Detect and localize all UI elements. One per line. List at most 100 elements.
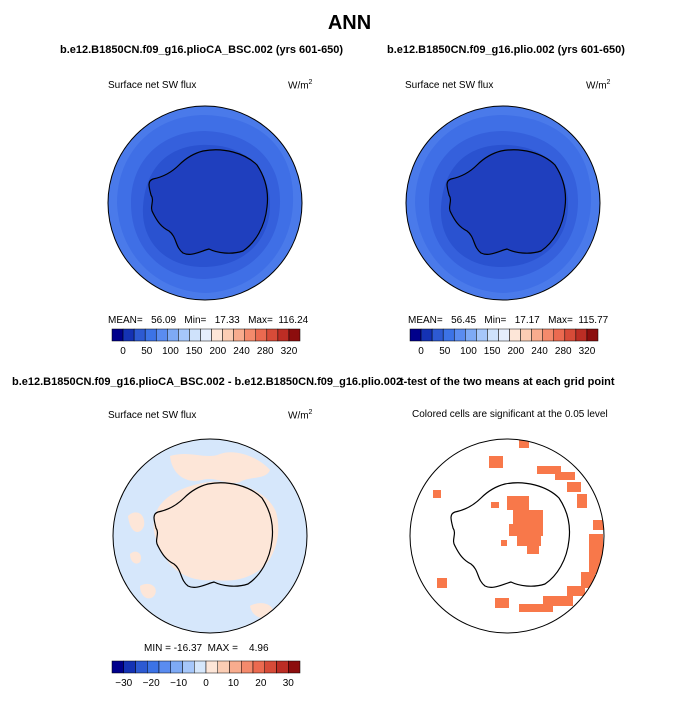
colorbar-swatch: [111, 328, 124, 342]
colorbar-swatch: [182, 660, 195, 674]
colorbar-swatch: [487, 328, 499, 342]
colorbar-tick-label: 320: [579, 346, 596, 356]
colorbar-swatch: [255, 328, 268, 342]
panel-2-title: b.e12.B1850CN.f09_g16.plio.002 (yrs 601-…: [387, 44, 625, 56]
panel-1-title: b.e12.B1850CN.f09_g16.plioCA_BSC.002 (yr…: [60, 44, 344, 56]
colorbar-swatch: [144, 328, 157, 342]
panel-2-variable-label: Surface net SW flux: [405, 80, 494, 91]
colorbar-swatch: [575, 328, 588, 342]
colorbar-swatch: [178, 328, 190, 342]
colorbar-swatch: [564, 328, 577, 342]
colorbar-swatch: [420, 328, 433, 342]
panel-2-polar-map: [405, 105, 601, 301]
colorbar-swatch: [135, 660, 148, 674]
colorbar-tick-label: 280: [257, 346, 274, 356]
colorbar-tick-label: 200: [508, 346, 525, 356]
colorbar-tick-label: 30: [283, 678, 295, 688]
panel-1-colorbar: 0 50 100 150 200 240 280 320: [111, 328, 301, 356]
colorbar-swatch: [147, 660, 160, 674]
colorbar-swatch: [158, 660, 171, 674]
figure-title: ANN: [327, 12, 372, 34]
colorbar-tick-label: 0: [120, 346, 126, 356]
panel-4-subtitle: Colored cells are significant at the 0.0…: [412, 409, 608, 420]
colorbar-tick-label: 100: [162, 346, 179, 356]
colorbar-tick-label: 0: [418, 346, 424, 356]
colorbar-tick-label: 200: [210, 346, 227, 356]
colorbar-tick-label: 10: [228, 678, 240, 688]
colorbar-swatch: [509, 328, 521, 342]
colorbar-swatch: [442, 328, 455, 342]
colorbar-swatch: [431, 328, 444, 342]
colorbar-swatch: [586, 328, 599, 342]
panel-1-variable-label: Surface net SW flux: [108, 80, 197, 91]
colorbar-tick-label: 150: [484, 346, 501, 356]
colorbar-swatch: [200, 328, 212, 342]
colorbar-swatch: [211, 328, 223, 342]
colorbar-swatch: [244, 328, 257, 342]
panel-3-units: W/m2: [288, 409, 313, 422]
colorbar-swatch: [409, 328, 422, 342]
colorbar-swatch: [111, 660, 124, 674]
colorbar-tick-label: −10: [170, 678, 187, 688]
colorbar-swatch: [542, 328, 555, 342]
colorbar-swatch: [266, 328, 279, 342]
colorbar-tick-label: 50: [439, 346, 451, 356]
colorbar-tick-label: 150: [186, 346, 203, 356]
colorbar-swatch: [553, 328, 566, 342]
colorbar-tick-label: −20: [143, 678, 160, 688]
panel-3-colorbar: −30 −20 −10 0 10 20 30: [111, 660, 301, 688]
colorbar-swatch: [277, 328, 290, 342]
colorbar-tick-label: 280: [555, 346, 572, 356]
colorbar-swatch: [288, 660, 301, 674]
colorbar-tick-label: 100: [460, 346, 477, 356]
colorbar-swatch: [222, 328, 234, 342]
significant-cells: [417, 440, 604, 612]
colorbar-swatch: [233, 328, 245, 342]
colorbar-tick-label: 320: [281, 346, 298, 356]
panel-3-variable-label: Surface net SW flux: [108, 410, 197, 421]
colorbar-swatch: [217, 660, 230, 674]
panel-3-title: b.e12.B1850CN.f09_g16.plioCA_BSC.002 - b…: [12, 376, 403, 388]
panel-1-units: W/m2: [288, 79, 313, 92]
colorbar-tick-label: 240: [233, 346, 250, 356]
colorbar-swatch: [531, 328, 543, 342]
colorbar-swatch: [465, 328, 477, 342]
panel-4-title: t-test of the two means at each grid poi…: [400, 376, 615, 388]
antarctica-outline: [153, 482, 274, 588]
panel-4-significance-map: [409, 438, 605, 634]
colorbar-swatch: [194, 660, 207, 674]
panel-1-stats: MEAN= 56.09 Min= 17.33 Max= 116.24: [108, 315, 309, 326]
panel-2-colorbar: 0 50 100 150 200 240 280 320: [409, 328, 599, 356]
panel-2-stats: MEAN= 56.45 Min= 17.17 Max= 115.77: [408, 315, 609, 326]
colorbar-swatch: [122, 328, 135, 342]
colorbar-swatch: [241, 660, 254, 674]
colorbar-tick-label: 0: [203, 678, 209, 688]
colorbar-swatch: [167, 328, 179, 342]
antarctica-landmass: [446, 149, 567, 255]
antarctica-landmass: [148, 149, 269, 255]
colorbar-swatch: [123, 660, 136, 674]
colorbar-swatch: [453, 328, 466, 342]
colorbar-swatch: [288, 328, 301, 342]
colorbar-swatch: [520, 328, 532, 342]
colorbar-tick-label: 50: [141, 346, 153, 356]
colorbar-swatch: [229, 660, 242, 674]
panel-3-polar-map: [112, 438, 308, 634]
colorbar-swatch: [276, 660, 289, 674]
colorbar-swatch: [498, 328, 510, 342]
colorbar-swatch: [133, 328, 146, 342]
panel-1-polar-map: [107, 105, 303, 301]
colorbar-swatch: [155, 328, 168, 342]
colorbar-swatch: [205, 660, 218, 674]
colorbar-swatch: [264, 660, 277, 674]
colorbar-tick-label: 240: [531, 346, 548, 356]
colorbar-swatch: [252, 660, 265, 674]
colorbar-tick-label: −30: [115, 678, 132, 688]
colorbar-swatch: [189, 328, 201, 342]
panel-3-stats: MIN = -16.37 MAX = 4.96: [144, 643, 269, 654]
colorbar-swatch: [476, 328, 488, 342]
panel-2-units: W/m2: [586, 79, 611, 92]
colorbar-swatch: [170, 660, 183, 674]
antarctica-outline: [450, 482, 571, 588]
colorbar-tick-label: 20: [255, 678, 267, 688]
